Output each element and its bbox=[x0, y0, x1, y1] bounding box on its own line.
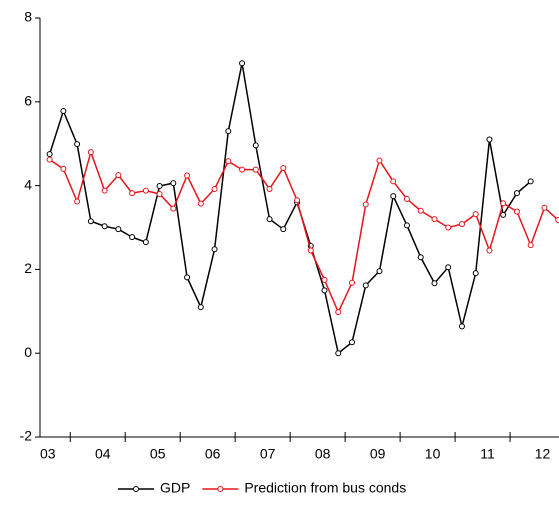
point bbox=[101, 187, 108, 194]
point bbox=[307, 247, 314, 254]
x-tick-label: 05 bbox=[150, 446, 166, 462]
point bbox=[403, 196, 410, 203]
series-line bbox=[48, 63, 532, 355]
point bbox=[211, 246, 218, 253]
point bbox=[184, 172, 191, 179]
point bbox=[46, 156, 53, 163]
y-tick-label: 6 bbox=[24, 93, 32, 109]
point bbox=[225, 158, 232, 165]
point bbox=[156, 183, 163, 190]
point bbox=[60, 108, 67, 115]
point bbox=[129, 190, 136, 197]
point bbox=[500, 211, 507, 218]
point bbox=[376, 268, 383, 275]
point bbox=[431, 280, 438, 287]
point bbox=[513, 190, 520, 197]
point bbox=[156, 190, 163, 197]
point bbox=[555, 216, 559, 223]
point bbox=[266, 216, 273, 223]
point bbox=[403, 222, 410, 229]
x-tick-label: 12 bbox=[535, 446, 551, 462]
legend-label: GDP bbox=[160, 480, 190, 496]
point bbox=[458, 221, 465, 228]
point bbox=[362, 282, 369, 289]
point bbox=[280, 165, 287, 172]
point bbox=[252, 142, 259, 149]
y-tick-label: 4 bbox=[24, 176, 32, 192]
point bbox=[280, 226, 287, 233]
point bbox=[417, 207, 424, 214]
point bbox=[527, 178, 534, 185]
x-tick-label: 03 bbox=[40, 446, 56, 462]
series-line bbox=[49, 149, 559, 314]
point bbox=[417, 254, 424, 261]
point bbox=[197, 304, 204, 311]
point bbox=[74, 198, 81, 205]
point bbox=[349, 279, 356, 286]
point bbox=[431, 216, 438, 223]
y-tick-label: 8 bbox=[24, 9, 32, 25]
point bbox=[513, 208, 520, 215]
point bbox=[87, 149, 94, 156]
point bbox=[445, 264, 452, 271]
point bbox=[46, 151, 53, 158]
x-tick-label: 11 bbox=[480, 446, 495, 462]
point bbox=[472, 211, 479, 218]
x-tick-label: 07 bbox=[260, 446, 276, 462]
point bbox=[266, 185, 273, 192]
point bbox=[170, 180, 177, 187]
point bbox=[115, 172, 122, 179]
point bbox=[294, 197, 301, 204]
y-tick-label: 2 bbox=[24, 260, 32, 276]
point bbox=[142, 187, 149, 194]
point bbox=[335, 309, 342, 316]
point bbox=[87, 218, 94, 225]
point bbox=[101, 223, 108, 230]
point bbox=[390, 178, 397, 185]
x-tick-label: 08 bbox=[315, 446, 331, 462]
point bbox=[390, 193, 397, 200]
point bbox=[458, 323, 465, 330]
point bbox=[74, 141, 81, 148]
point bbox=[376, 157, 383, 164]
x-tick-label: 04 bbox=[95, 446, 111, 462]
point bbox=[335, 350, 342, 357]
point bbox=[541, 204, 548, 211]
point bbox=[252, 166, 259, 173]
point bbox=[486, 247, 493, 254]
point bbox=[362, 201, 369, 208]
point bbox=[129, 234, 136, 241]
x-tick-label: 06 bbox=[205, 446, 221, 462]
point bbox=[60, 165, 67, 172]
point bbox=[321, 276, 328, 283]
legend-marker bbox=[217, 486, 224, 492]
legend-marker bbox=[133, 486, 139, 492]
point bbox=[211, 185, 218, 192]
point bbox=[239, 166, 246, 173]
point bbox=[184, 274, 191, 281]
point bbox=[486, 136, 493, 143]
point bbox=[500, 200, 507, 207]
point bbox=[239, 60, 246, 67]
y-tick-label: 0 bbox=[24, 344, 32, 360]
point bbox=[225, 128, 232, 135]
point bbox=[445, 224, 452, 231]
point bbox=[115, 226, 122, 233]
point bbox=[527, 242, 534, 249]
y-tick-label: -2 bbox=[20, 428, 33, 444]
point bbox=[142, 239, 149, 246]
legend-label: Prediction from bus conds bbox=[244, 480, 406, 496]
point bbox=[472, 270, 479, 277]
x-tick-label: 09 bbox=[370, 446, 386, 462]
point bbox=[197, 200, 204, 207]
point bbox=[170, 205, 177, 212]
x-tick-label: 10 bbox=[425, 446, 441, 462]
point bbox=[321, 287, 328, 294]
point bbox=[349, 339, 356, 346]
